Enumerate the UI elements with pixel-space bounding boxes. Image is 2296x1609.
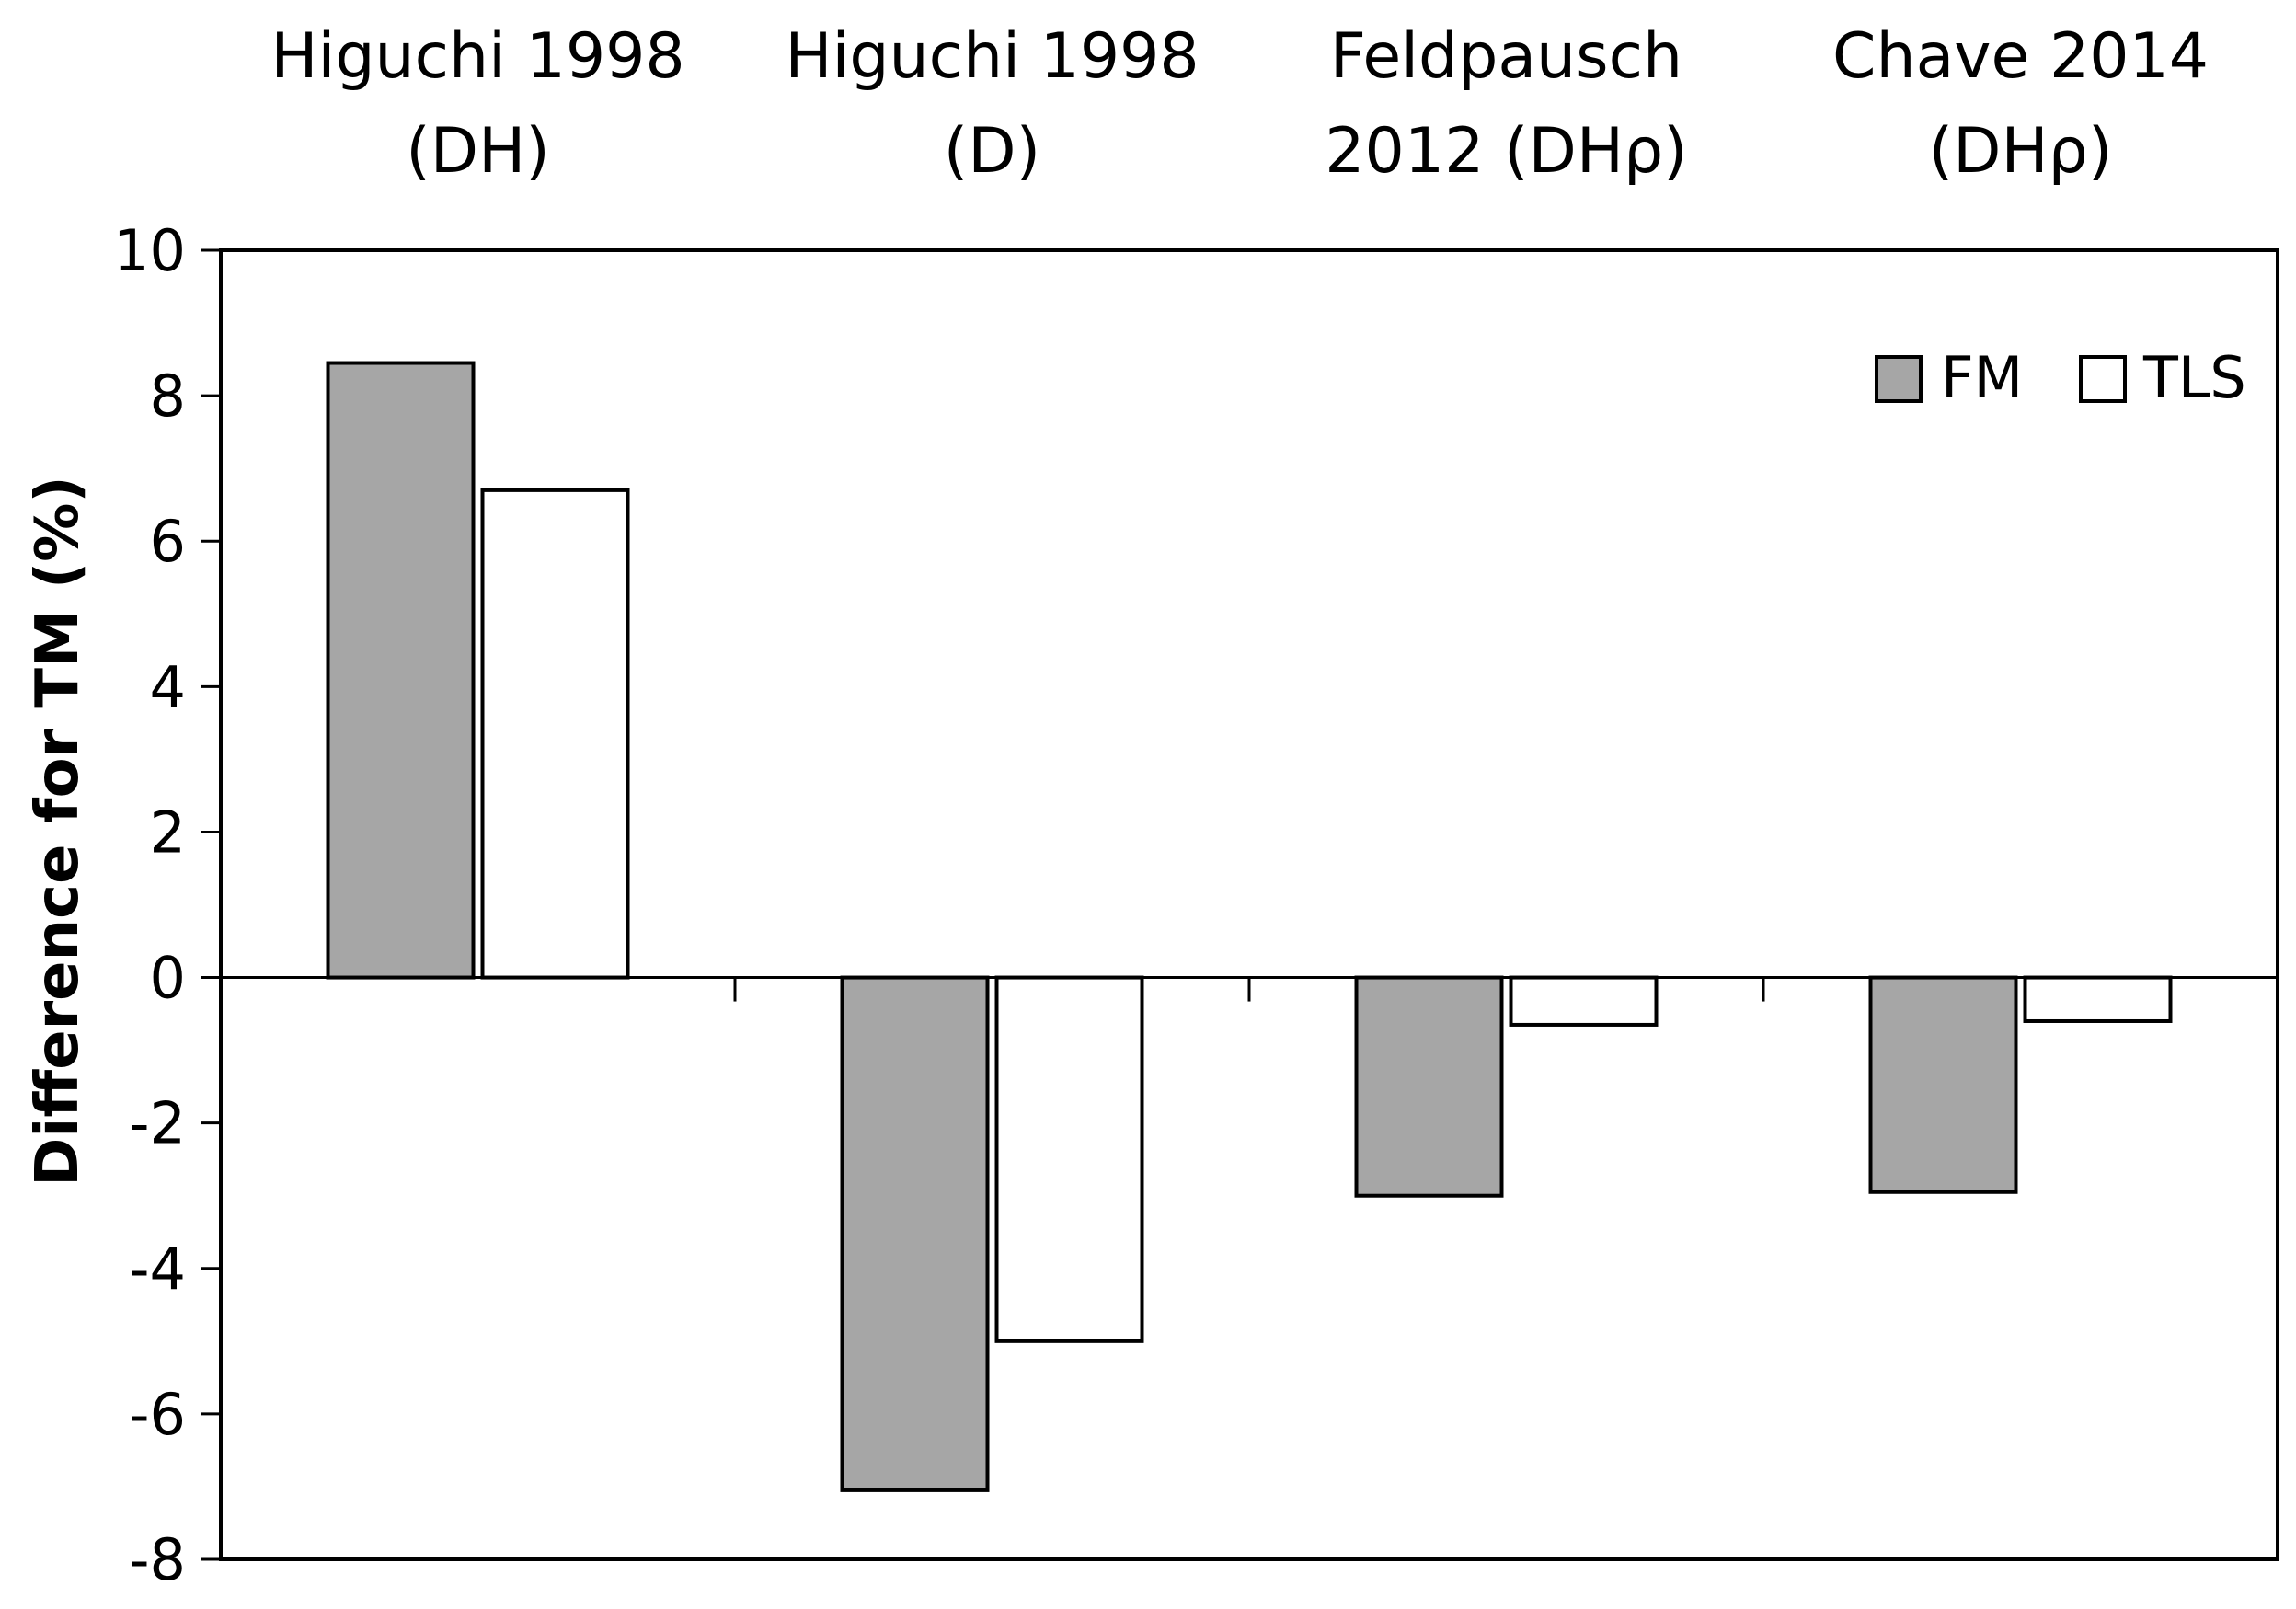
bars-layer xyxy=(326,361,2173,1492)
y-tick-label: 10 xyxy=(113,217,186,284)
category-label-1-line-1: Higuchi 1998 xyxy=(270,20,684,93)
category-label-4-line-2: (DHρ) xyxy=(1929,115,2113,188)
category-label-4-line-1: Chave 2014 xyxy=(1832,20,2209,93)
y-tick-label: -6 xyxy=(129,1381,186,1448)
legend-swatch-tls xyxy=(2079,355,2127,403)
category-labels-layer: Higuchi 1998 (DH) Higuchi 1998 (D) Feldpausc… xyxy=(270,20,2209,188)
plot-area-frame xyxy=(219,248,2279,1561)
bar-tls-3 xyxy=(1509,975,1659,1027)
category-label-3-line-1: Feldpausch xyxy=(1330,20,1682,93)
bar-fm-2 xyxy=(840,975,990,1492)
x-ticks-layer xyxy=(733,977,1765,1002)
y-tick-label: -4 xyxy=(129,1235,186,1303)
y-tick-label: 6 xyxy=(150,508,186,575)
y-tick-label: -2 xyxy=(129,1090,186,1157)
bar-tls-4 xyxy=(2023,975,2173,1023)
legend-label-tls: TLS xyxy=(2142,344,2246,411)
legend-swatch-fm xyxy=(1875,355,1923,403)
category-label-3-line-2: 2012 (DHρ) xyxy=(1325,115,1687,188)
bar-tls-2 xyxy=(994,975,1144,1343)
y-tick-label: -8 xyxy=(129,1526,186,1593)
y-tick-label: 0 xyxy=(150,945,186,1012)
legend: FM TLS xyxy=(1875,344,2246,411)
legend-label-fm: FM xyxy=(1941,344,2023,411)
y-tick-label: 8 xyxy=(150,362,186,430)
y-ticks-layer: 10 8 6 4 2 0 -2 -4 -6 -8 xyxy=(113,217,221,1593)
bar-fm-1 xyxy=(326,361,476,980)
category-label-2-line-2: (D) xyxy=(944,115,1040,188)
category-label-2-line-1: Higuchi 1998 xyxy=(785,20,1199,93)
y-tick-label: 2 xyxy=(150,799,186,866)
category-label-1-line-2: (DH) xyxy=(406,115,550,188)
bar-tls-1 xyxy=(480,488,630,980)
bar-fm-3 xyxy=(1354,975,1504,1198)
y-tick-label: 4 xyxy=(150,653,186,720)
bar-fm-4 xyxy=(1868,975,2018,1194)
y-axis-title: Difference for TM (%) xyxy=(24,476,92,1186)
